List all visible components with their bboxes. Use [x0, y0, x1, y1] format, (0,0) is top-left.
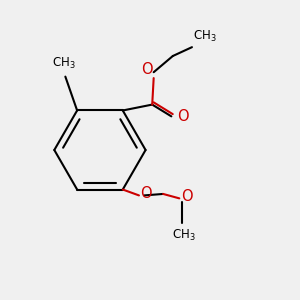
Text: O: O	[141, 61, 153, 76]
Text: O: O	[177, 110, 188, 124]
Text: CH$_3$: CH$_3$	[52, 56, 76, 71]
Text: CH$_3$: CH$_3$	[194, 28, 217, 44]
Text: CH$_3$: CH$_3$	[172, 228, 196, 243]
Text: O: O	[181, 189, 192, 204]
Text: O: O	[140, 186, 152, 201]
